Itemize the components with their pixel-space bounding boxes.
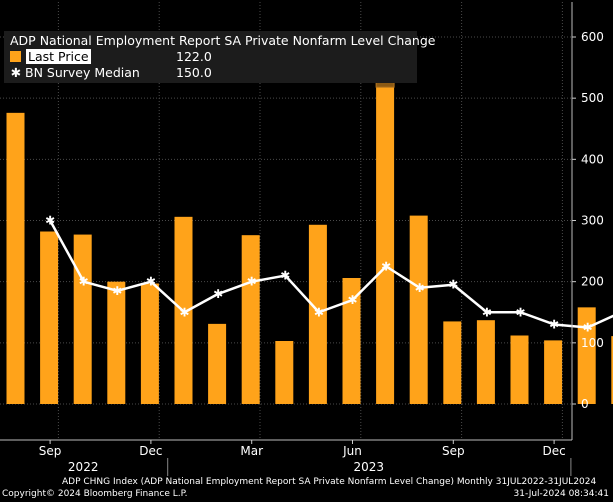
- bar: [73, 234, 92, 404]
- bar: [308, 224, 327, 404]
- y-tick-label: 500: [581, 91, 604, 105]
- bar: [409, 215, 428, 404]
- bar: [443, 321, 462, 404]
- bar: [275, 340, 294, 404]
- y-tick-label: 600: [581, 30, 604, 44]
- bar: [6, 112, 25, 404]
- legend-value-survey-median: 150.0: [176, 65, 212, 80]
- median-point: ✱: [448, 278, 458, 292]
- median-point: ✱: [415, 281, 425, 295]
- bar: [107, 281, 126, 404]
- median-point: ✱: [79, 275, 89, 289]
- star-marker-icon: ✱: [10, 65, 22, 80]
- y-tick-label: 300: [581, 214, 604, 228]
- legend: ADP National Employment Report SA Privat…: [4, 31, 435, 83]
- footer-index-line: ADP CHNG Index (ADP National Employment …: [62, 477, 597, 487]
- axes: 0100200300400500600SepDecMarJunSepDecMar…: [0, 2, 604, 476]
- median-point: ✱: [112, 284, 122, 298]
- legend-entry-last-price: Last Price 122.0: [10, 49, 212, 64]
- legend-entry-survey-median: ✱ BN Survey Median 150.0: [10, 65, 212, 80]
- median-point: ✱: [583, 321, 593, 335]
- median-point: ✱: [179, 305, 189, 319]
- bar: [476, 320, 495, 404]
- x-tick-label: Sep: [39, 444, 62, 458]
- median-point: ✱: [146, 275, 156, 289]
- median-point: ✱: [213, 287, 223, 301]
- legend-label-last-price: Last Price: [26, 49, 91, 64]
- bar: [342, 277, 361, 404]
- y-tick-label: 200: [581, 275, 604, 289]
- x-tick-label: Dec: [139, 444, 162, 458]
- bar: [544, 340, 563, 404]
- bar: [376, 87, 395, 404]
- bar: [208, 323, 227, 404]
- median-point: ✱: [314, 305, 324, 319]
- legend-value-last-price: 122.0: [176, 49, 212, 64]
- median-point: ✱: [549, 317, 559, 331]
- x-year-label: 2022: [68, 460, 99, 474]
- y-tick-label: 400: [581, 152, 604, 166]
- footer-timestamp: 31-Jul-2024 08:34:41: [513, 489, 610, 499]
- median-point: ✱: [280, 269, 290, 283]
- footer-copyright: Copyright© 2024 Bloomberg Finance L.P.: [2, 489, 188, 499]
- median-point: ✱: [247, 275, 257, 289]
- legend-label-survey-median: BN Survey Median: [25, 65, 140, 80]
- x-tick-label: Sep: [442, 444, 465, 458]
- x-tick-label: Dec: [542, 444, 565, 458]
- median-point: ✱: [515, 305, 525, 319]
- median-polyline: [49, 219, 613, 329]
- median-point: ✱: [381, 259, 391, 273]
- bars: [6, 71, 613, 404]
- x-tick-label: Jun: [342, 444, 362, 458]
- bar: [510, 335, 529, 404]
- x-tick-label: Mar: [240, 444, 263, 458]
- bar: [611, 336, 613, 404]
- median-point: ✱: [45, 214, 55, 228]
- bar: [577, 307, 596, 404]
- x-year-label: 2023: [354, 460, 385, 474]
- median-point: ✱: [347, 293, 357, 307]
- y-tick-label: 100: [581, 336, 604, 350]
- y-tick-label: 0: [581, 397, 589, 411]
- bar: [241, 235, 260, 404]
- bar-swatch-icon: [10, 51, 21, 62]
- median-point: ✱: [482, 305, 492, 319]
- bar: [140, 283, 159, 404]
- median-line: ✱✱✱✱✱✱✱✱✱✱✱✱✱✱✱✱✱✱✱✱✱✱✱✱: [45, 214, 613, 335]
- bar: [40, 231, 59, 404]
- chart-title: ADP National Employment Report SA Privat…: [10, 33, 436, 48]
